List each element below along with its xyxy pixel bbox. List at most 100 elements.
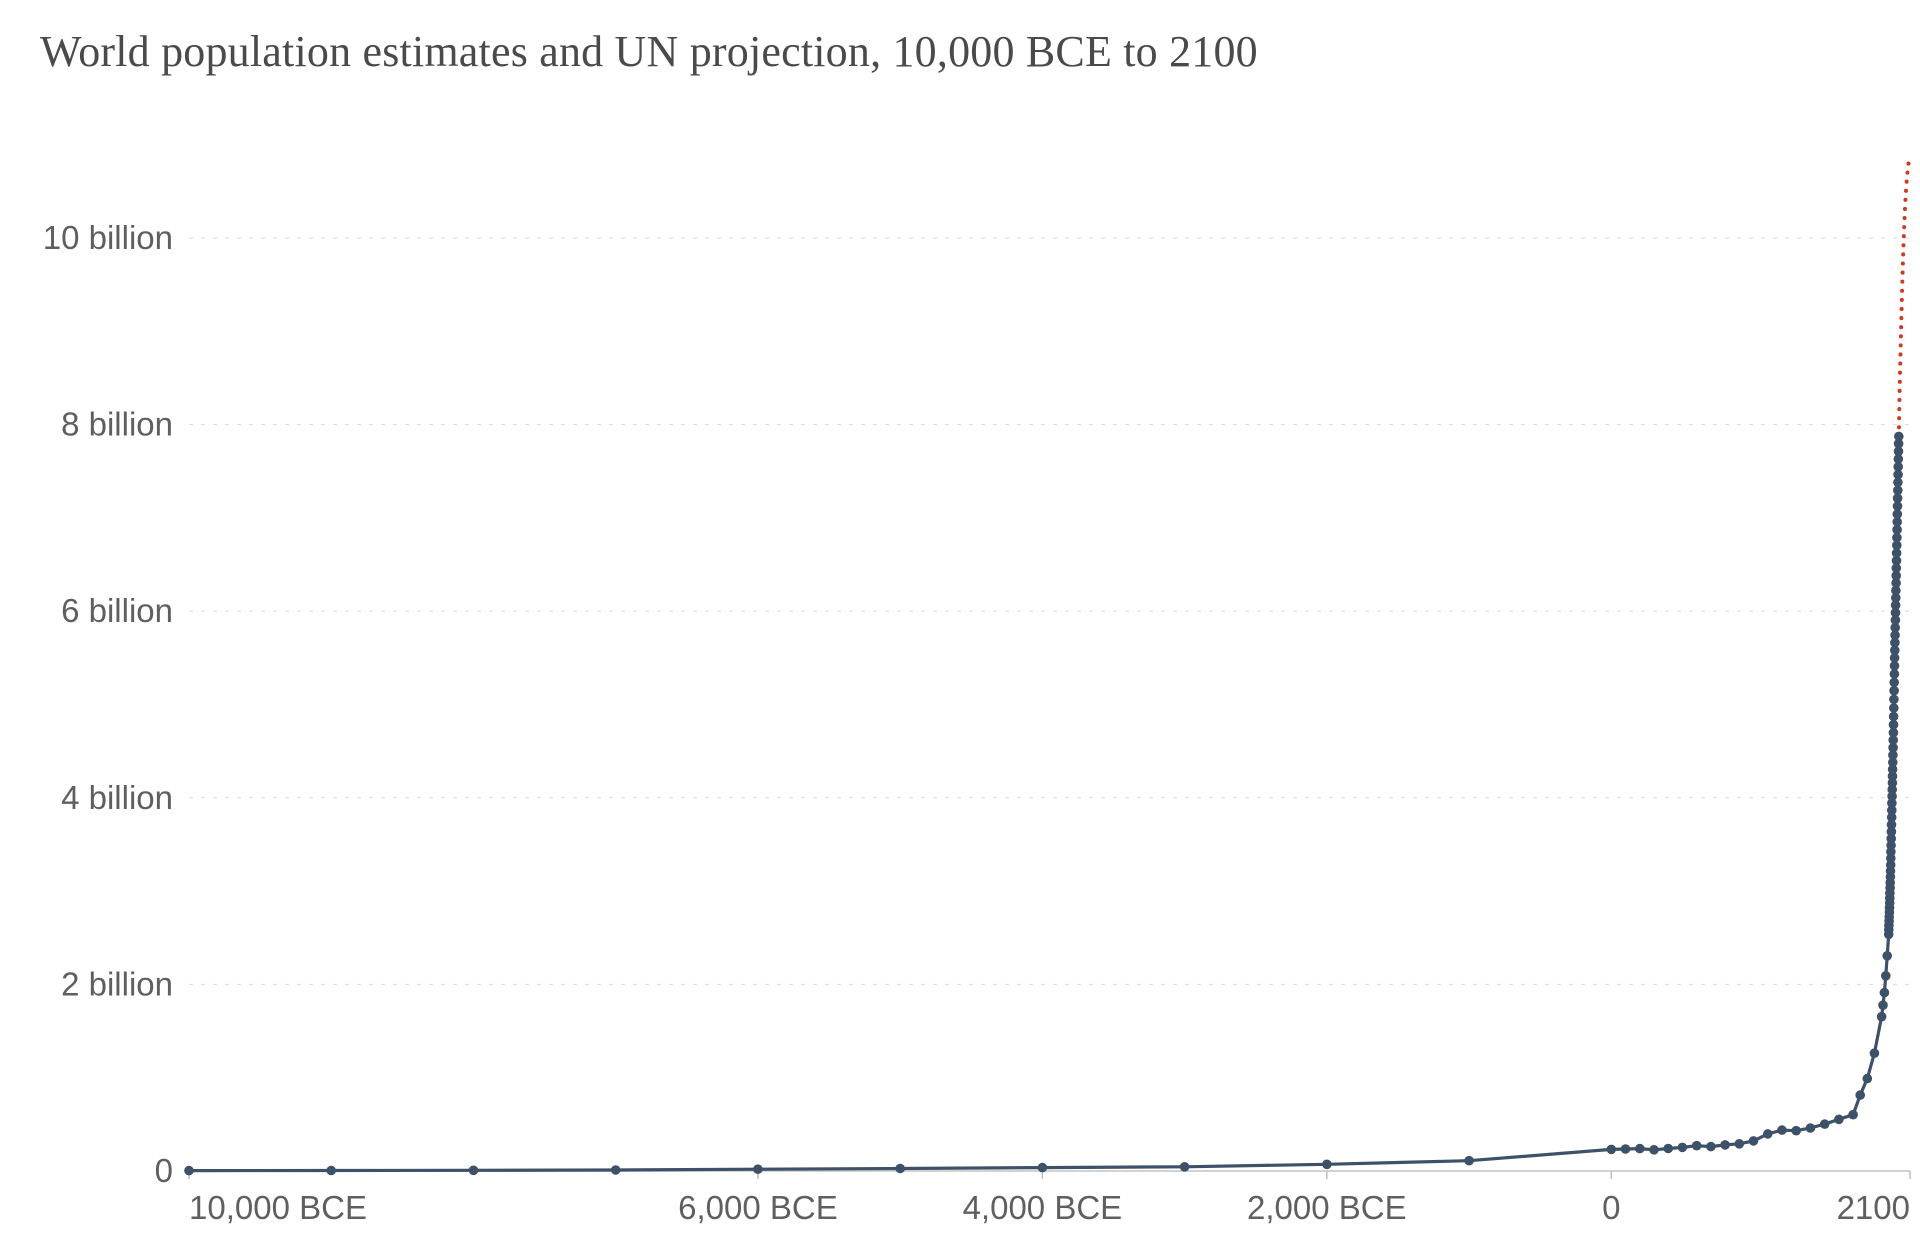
population-estimates-data-point: [1677, 1142, 1688, 1153]
population-estimates-data-point: [1893, 462, 1903, 472]
population-estimates-data-point: [1834, 1114, 1844, 1125]
population-estimates-data-point: [1890, 645, 1900, 656]
population-estimates-data-point: [1179, 1162, 1190, 1172]
population-estimates-data-point: [1894, 431, 1904, 442]
population-estimates-data-point: [1890, 607, 1901, 618]
population-estimates-data-point: [753, 1164, 763, 1174]
population-estimates-data-point: [1763, 1129, 1773, 1139]
population-estimates-data-point: [1876, 1011, 1887, 1022]
population-estimates-data-point: [1893, 477, 1903, 488]
population-estimates-data-point: [1893, 454, 1904, 464]
population-estimates-data-point: [610, 1165, 621, 1175]
population-estimates-data-point: [1862, 1073, 1873, 1084]
population-estimates-data-point: [1893, 446, 1904, 457]
population-estimates-data-point: [1892, 532, 1902, 543]
population-estimates-data-point: [1720, 1140, 1730, 1150]
population-estimates-data-point: [1879, 987, 1890, 998]
population-estimates-data-point: [1889, 694, 1899, 705]
population-estimates-data-point: [184, 1165, 194, 1176]
population-estimates-data-point: [1893, 469, 1903, 480]
population-estimates-data-point: [1889, 685, 1899, 696]
population-estimates-data-point: [1887, 798, 1897, 808]
x-axis-tick-label: 0: [1602, 1189, 1620, 1226]
population-estimates-data-point: [1881, 971, 1891, 981]
population-estimates-data-point: [1890, 622, 1900, 633]
population-estimates-data-point: [1635, 1143, 1645, 1154]
population-estimates-data-point: [1322, 1159, 1332, 1170]
population-estimates-data-point: [1886, 840, 1896, 851]
x-axis-tick-label: 2100: [1837, 1189, 1910, 1226]
population-estimates-data-point: [1887, 805, 1897, 816]
population-estimates-data-point: [1888, 711, 1899, 722]
population-estimates-data-point: [1887, 778, 1898, 788]
population-estimates-data-point: [1464, 1155, 1474, 1166]
y-axis-tick-label: 2 billion: [61, 965, 173, 1002]
population-estimates-data-point: [1888, 735, 1898, 745]
population-estimates-data-point: [1891, 548, 1902, 558]
population-estimates-data-point: [1890, 600, 1901, 610]
y-axis-tick-label: 8 billion: [61, 406, 173, 443]
population-estimates-data-point: [1886, 826, 1897, 837]
population-estimates-data-point: [1890, 637, 1900, 648]
population-estimates-data-point: [1663, 1143, 1673, 1154]
population-estimates-data-point: [1887, 764, 1898, 775]
x-axis-tick-label: 6,000 BCE: [678, 1189, 838, 1226]
population-estimates-data-point: [1889, 653, 1900, 663]
population-estimates-data-point: [1805, 1123, 1816, 1133]
population-estimates-data-point: [1893, 485, 1903, 496]
population-estimates-data-point: [1606, 1144, 1617, 1155]
population-estimates-data-point: [326, 1165, 337, 1176]
population-estimates-data-point: [1892, 493, 1903, 504]
population-estimates-data-point: [1888, 757, 1898, 768]
x-axis-tick-label: 2,000 BCE: [1247, 1189, 1407, 1226]
x-axis-tick-label: 4,000 BCE: [963, 1189, 1123, 1226]
population-estimates-data-point: [1891, 593, 1901, 603]
population-estimates-data-point: [1891, 585, 1901, 596]
x-axis-tick-label: 10,000 BCE: [189, 1189, 367, 1226]
population-estimates-data-point: [1892, 517, 1902, 527]
population-estimates-data-point: [1037, 1162, 1048, 1173]
population-estimates-data-point: [1892, 540, 1902, 551]
population-estimates-data-point: [1890, 630, 1900, 640]
population-estimates-data-point: [1620, 1144, 1631, 1154]
population-estimates-data-point: [1892, 509, 1903, 519]
population-estimates-data-point: [1892, 501, 1903, 511]
population-estimates-data-point: [1886, 812, 1897, 823]
population-estimates-data-point: [1891, 570, 1901, 581]
population-estimates-data-point: [1890, 615, 1901, 625]
population-estimates-data-point: [1889, 677, 1899, 688]
population-estimates-data-point: [1891, 555, 1902, 566]
population-estimates-data-point: [1691, 1140, 1702, 1151]
population-estimates-data-point: [1891, 563, 1902, 573]
chart-title: World population estimates and UN projec…: [40, 27, 1258, 76]
population-estimates-data-point: [1734, 1139, 1745, 1149]
population-estimates-data-point: [1893, 438, 1904, 449]
population-estimates-data-point: [1887, 791, 1897, 802]
population-estimates-data-point: [1889, 703, 1899, 713]
y-axis-tick-label: 6 billion: [61, 592, 173, 629]
population-estimates-data-point: [1886, 819, 1897, 830]
population-estimates-data-point: [1888, 727, 1899, 738]
population-estimates-data-point: [895, 1163, 905, 1174]
population-estimates-data-point: [1889, 669, 1900, 679]
population-estimates-line: [188, 436, 1901, 1173]
population-estimates-data-point: [1888, 750, 1898, 760]
population-estimates-data-point: [1878, 1000, 1888, 1010]
population-estimates-data-point: [1848, 1109, 1858, 1120]
population-estimates-data-point: [1706, 1141, 1716, 1152]
population-estimates-data-point: [1892, 524, 1902, 535]
population-estimates-data-point: [1888, 742, 1898, 753]
population-estimates-data-point: [1791, 1125, 1801, 1136]
population-estimates-data-point: [468, 1165, 479, 1176]
population-estimates-data-point: [1887, 771, 1898, 781]
population-estimates-data-point: [1891, 578, 1901, 588]
population-estimates-data-point: [1869, 1048, 1880, 1058]
population-estimates-data-point: [1886, 833, 1896, 844]
population-estimates-data-point: [1888, 719, 1899, 730]
population-estimates-data-point: [1889, 661, 1900, 671]
un-projection-line: [1896, 153, 1912, 439]
population-estimates-data-point: [1855, 1090, 1865, 1100]
y-axis-tick-label: 10 billion: [43, 219, 173, 256]
